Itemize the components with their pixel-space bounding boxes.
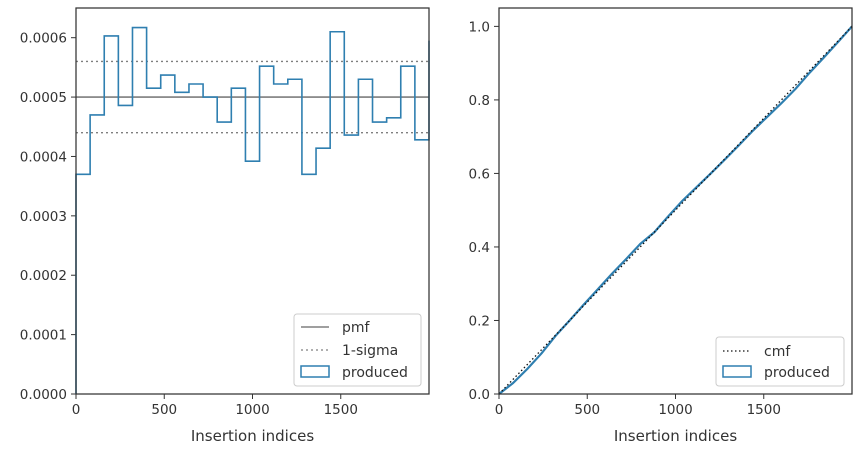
right-x-tick-label: 1500 [747,402,781,418]
legend-cmf-label: cmf [764,344,791,360]
right-plot-area [499,8,852,394]
left-y-tick-label: 0.0005 [20,90,67,106]
left-x-axis-label: Insertion indices [191,427,314,445]
right-x-axis-label: Insertion indices [614,427,737,445]
right-x-tick-label: 0 [495,402,504,418]
legend-produced-swatch [722,365,752,378]
left-legend-box [293,313,422,387]
left-x-tick-label: 0 [72,402,81,418]
left-x-tick-label: 500 [151,402,177,418]
left-y-tick-label: 0.0006 [20,31,67,47]
legend-produced-label: produced [342,365,408,381]
right-y-tick-label: 0.0 [469,387,490,403]
produced-histogram-step [75,26,430,394]
left-y-tick-label: 0.0000 [20,387,67,403]
left-y-tick-label: 0.0004 [20,149,67,165]
left-axes-frame [75,7,430,395]
right-y-tick-label: 0.6 [469,166,490,182]
right-legend: cmf produced [715,336,845,387]
left-chart-panel: 0 500 1000 1500 0.0000 0.0001 0.0002 0.0003 0.00… [20,7,430,445]
left-legend: pmf 1-sigma produced [293,313,422,387]
right-y-tick-label: 0.2 [469,313,490,329]
legend-produced-label: produced [764,365,830,381]
left-y-tick-label: 0.0003 [20,209,67,225]
right-axes-frame [498,7,853,395]
legend-produced-swatch [300,365,330,378]
cmf-reference-line [498,25,853,395]
left-y-tick-label: 0.0002 [20,268,67,284]
left-y-tick-label: 0.0001 [20,328,67,344]
right-chart-panel: 0 500 1000 1500 0.0 0.2 0.4 0.6 0.8 1.0 Insertion… [469,7,853,445]
right-y-tick-label: 0.4 [469,240,490,256]
right-y-tick-label: 1.0 [469,19,490,35]
right-x-tick-label: 500 [574,402,600,418]
legend-sigma-label: 1-sigma [342,343,398,359]
left-x-tick-label: 1500 [324,402,358,418]
right-x-tick-label: 1000 [658,402,692,418]
right-legend-box [715,336,845,387]
legend-pmf-label: pmf [342,320,371,336]
right-y-tick-label: 0.8 [469,93,490,109]
left-x-tick-label: 1000 [235,402,269,418]
